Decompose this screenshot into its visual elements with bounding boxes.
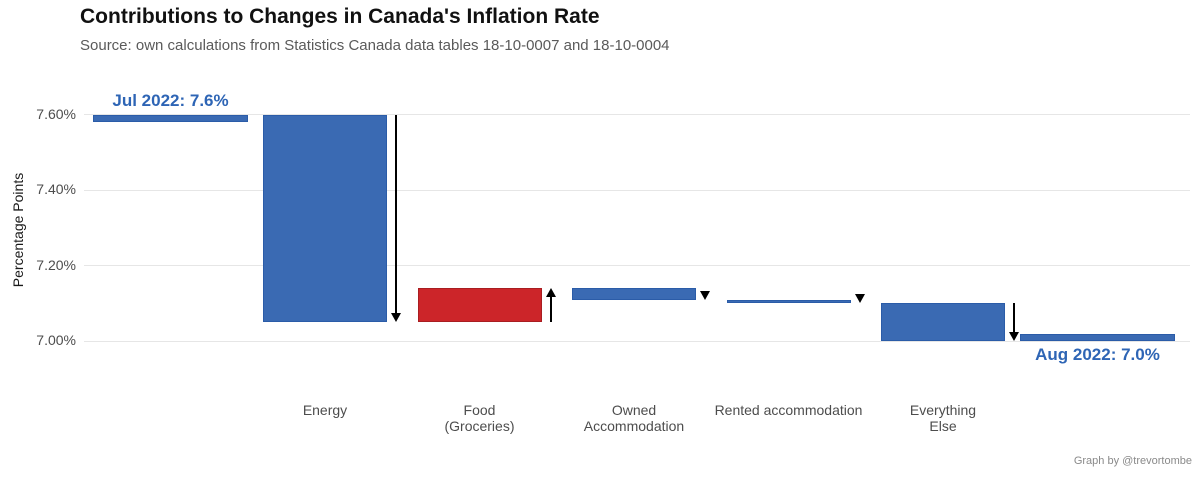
chart-title: Contributions to Changes in Canada's Inf… [80, 5, 600, 28]
x-axis-label-everything-else: Everything Else [848, 402, 1038, 434]
bar-energy [263, 114, 387, 323]
bar-aug-2022 [1020, 334, 1175, 341]
change-arrow-head-food-groceries [545, 288, 556, 298]
change-arrow-head-everything-else [1009, 332, 1019, 341]
change-arrow-head-energy [391, 313, 401, 323]
x-axis-label-energy: Energy [230, 402, 420, 418]
bar-food-groceries [417, 288, 542, 323]
x-axis-label-line: Food [463, 402, 496, 418]
credit: Graph by @trevortombe [1073, 455, 1192, 467]
y-tick-label: 7.00% [36, 332, 76, 348]
bar-everything-else [881, 303, 1005, 341]
bar-jul-2022 [93, 114, 248, 122]
x-axis-label-rented-accommodation: Rented accommodation [694, 402, 884, 418]
change-arrow-head-owned-accommodation [700, 290, 710, 300]
change-arrow-line-food-groceries [549, 297, 552, 323]
change-arrow-line-energy [395, 114, 397, 314]
bar-rented-accommodation [726, 299, 851, 304]
y-tick-label: 7.20% [36, 256, 76, 273]
x-axis-label-line: (Groceries) [444, 418, 515, 434]
x-axis-label-line: Energy [302, 402, 348, 418]
annotation-jul-2022: Jul 2022: 7.6% [112, 90, 229, 110]
gridline [84, 114, 1190, 116]
x-axis-label-line: Accommodation [583, 418, 685, 434]
y-tick-label: 7.40% [36, 181, 76, 198]
bar-owned-accommodation [572, 288, 696, 300]
x-axis-label-owned-accommodation: Owned Accommodation [539, 402, 729, 434]
x-axis-label-line: Rented accommodation [714, 402, 863, 418]
x-axis-label-food-groceries: Food (Groceries) [385, 402, 575, 434]
gridline [84, 189, 1190, 191]
gridline [84, 265, 1190, 267]
y-tick-label: 7.60% [36, 105, 76, 122]
annotation-aug-2022: Aug 2022: 7.0% [1035, 345, 1160, 364]
x-axis-label-line: Else [929, 418, 957, 434]
x-axis-label-line: Everything [909, 402, 977, 418]
x-axis-label-line: Owned [611, 402, 657, 418]
gridline [84, 340, 1190, 342]
change-arrow-head-rented-accommodation [854, 294, 865, 304]
chart-subtitle: Source: own calculations from Statistics… [80, 37, 670, 54]
change-arrow-line-everything-else [1013, 303, 1015, 332]
